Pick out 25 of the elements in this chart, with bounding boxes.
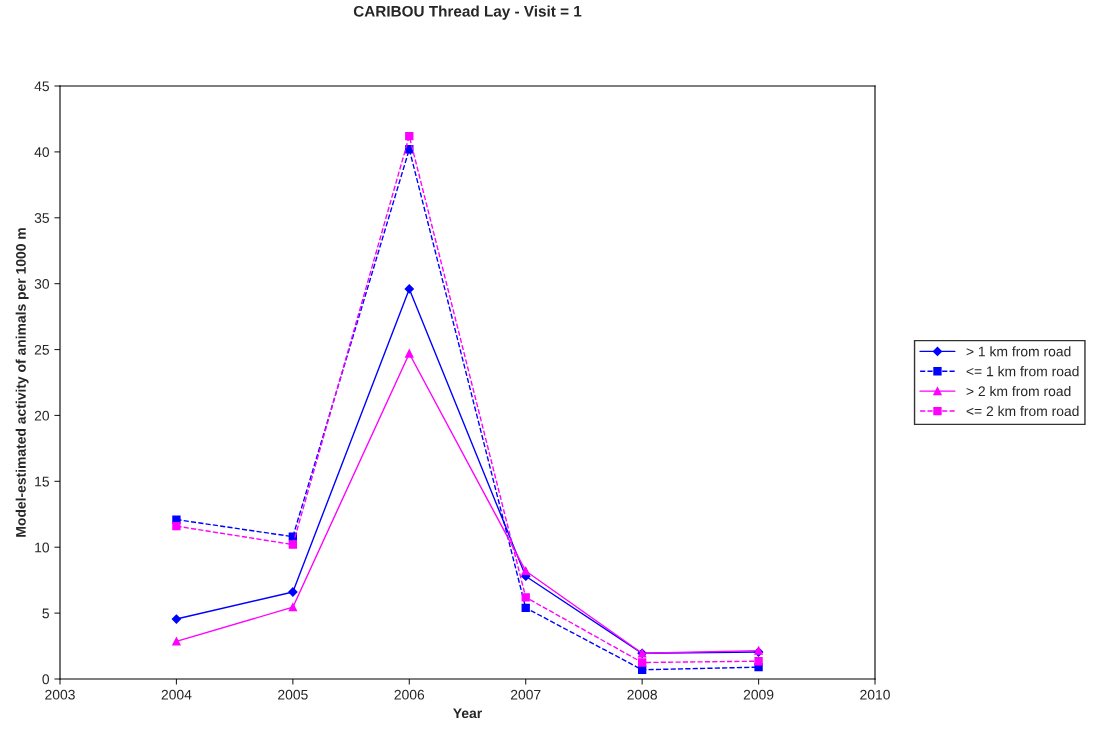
y-tick-label: 40 bbox=[34, 147, 50, 158]
y-tick-label: 15 bbox=[35, 476, 49, 487]
y-tick-label: 20 bbox=[34, 410, 50, 421]
x-tick-label: 2003 bbox=[45, 689, 75, 700]
chart-title: CARIBOU Thread Lay - Visit = 1 bbox=[353, 5, 582, 20]
x-tick-label: 2007 bbox=[510, 689, 541, 700]
x-tick-label: 2009 bbox=[743, 689, 774, 700]
x-tick-label: 2004 bbox=[161, 689, 192, 700]
x-tick-label: 2006 bbox=[394, 689, 425, 700]
x-tick-label: 2005 bbox=[278, 689, 308, 700]
y-tick-label: 10 bbox=[35, 542, 50, 553]
y-tick-label: 5 bbox=[42, 608, 49, 619]
x-tick-label: 2008 bbox=[627, 689, 657, 700]
y-tick-label: 45 bbox=[34, 81, 49, 92]
y-tick-label: 30 bbox=[34, 279, 50, 289]
legend-label: > 2 km from road bbox=[966, 385, 1071, 397]
x-tick-label: 2010 bbox=[860, 689, 890, 700]
legend-label: > 1 km from road bbox=[966, 346, 1071, 357]
legend-label: <= 2 km from road bbox=[966, 405, 1079, 417]
y-axis-title: Model-estimated activity of animals per 1000 m bbox=[15, 228, 29, 537]
y-tick-label: 0 bbox=[42, 674, 50, 685]
x-axis-title: Year bbox=[453, 708, 482, 719]
legend-label: <= 1 km from road bbox=[966, 366, 1079, 377]
y-tick-label: 35 bbox=[34, 213, 49, 223]
y-tick-label: 25 bbox=[34, 344, 49, 355]
